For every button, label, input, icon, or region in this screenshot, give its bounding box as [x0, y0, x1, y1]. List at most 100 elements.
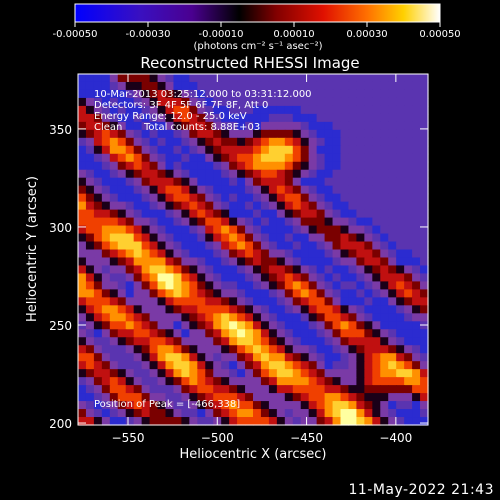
heatmap-cell — [245, 329, 254, 338]
heatmap-cell — [189, 417, 198, 426]
heatmap-cell — [229, 337, 238, 346]
heatmap-cell — [284, 401, 294, 410]
colorbar-tick-label: 0.00050 — [419, 29, 460, 40]
heatmap-cell — [284, 361, 294, 370]
heatmap-cell — [205, 169, 214, 179]
heatmap-cell — [388, 74, 397, 83]
heatmap-cell — [276, 265, 286, 275]
heatmap-cell — [412, 401, 421, 410]
heatmap-cell — [364, 185, 373, 195]
heatmap-cell — [181, 161, 190, 171]
heatmap-cell — [404, 385, 413, 394]
heatmap-cell — [324, 313, 334, 322]
heatmap-cell — [356, 273, 365, 283]
heatmap-cell — [133, 153, 143, 163]
heatmap-cell — [173, 369, 182, 378]
heatmap-cell — [332, 105, 342, 115]
heatmap-cell — [420, 297, 429, 306]
heatmap-cell — [205, 113, 214, 123]
heatmap-cell — [101, 177, 111, 187]
heatmap-cell — [197, 273, 206, 283]
heatmap-cell — [388, 113, 397, 123]
heatmap-cell — [149, 153, 159, 163]
heatmap-cell — [78, 281, 87, 290]
heatmap-cell — [181, 337, 190, 346]
heatmap-cell — [125, 185, 135, 195]
heatmap-cell — [276, 361, 286, 370]
heatmap-cell — [101, 121, 111, 131]
heatmap-cell — [404, 233, 413, 243]
heatmap-cell — [237, 81, 246, 91]
heatmap-cell — [157, 289, 167, 298]
heatmap-cell — [189, 369, 198, 378]
heatmap-cell — [173, 265, 182, 275]
heatmap-cell — [324, 193, 334, 203]
heatmap-cell — [316, 361, 326, 370]
heatmap-cell — [173, 401, 182, 410]
heatmap-cell — [165, 129, 175, 139]
heatmap-cell — [308, 401, 318, 410]
heatmap-cell — [316, 241, 326, 251]
heatmap-cell — [396, 217, 405, 227]
heatmap-cell — [388, 185, 397, 195]
info-annotations: 10-Mar-2013 03:25:12.000 to 03:31:12.000… — [94, 89, 312, 410]
heatmap-cell — [101, 313, 111, 322]
heatmap-cell — [268, 401, 278, 410]
heatmap-cell — [229, 401, 238, 410]
heatmap-cell — [125, 177, 135, 187]
heatmap-cell — [316, 74, 326, 83]
heatmap-cell — [292, 305, 302, 314]
heatmap-cell — [101, 369, 111, 378]
heatmap-cell — [181, 225, 190, 235]
heatmap-cell — [404, 281, 413, 290]
heatmap-cell — [205, 353, 214, 362]
heatmap-cell — [197, 345, 206, 354]
heatmap-cell — [268, 409, 278, 418]
heatmap-cell — [125, 193, 135, 203]
heatmap-cell — [388, 201, 397, 211]
heatmap-cell — [412, 161, 421, 171]
heatmap-cell — [268, 113, 278, 123]
heatmap-cell — [133, 225, 143, 235]
heatmap-cell — [332, 129, 342, 139]
heatmap-cell — [292, 249, 302, 259]
heatmap-cell — [396, 329, 405, 338]
heatmap-cell — [141, 97, 151, 107]
heatmap-cell — [78, 169, 87, 179]
heatmap-cell — [157, 121, 167, 131]
heatmap-cell — [316, 113, 326, 123]
heatmap-cell — [372, 185, 381, 195]
heatmap-cell — [260, 145, 270, 155]
heatmap-cell — [332, 273, 342, 283]
heatmap-cell — [364, 81, 373, 91]
heatmap-cell — [300, 233, 310, 243]
heatmap-cell — [276, 345, 286, 354]
heatmap-cell — [78, 193, 87, 203]
heatmap-cell — [133, 137, 143, 147]
heatmap-cell — [78, 321, 87, 330]
heatmap-cell — [340, 273, 350, 283]
heatmap-cell — [245, 297, 254, 306]
heatmap-cell — [149, 281, 159, 290]
heatmap-cell — [253, 233, 262, 243]
heatmap-cell — [237, 345, 246, 354]
heatmap-cell — [101, 105, 111, 115]
heatmap-cell — [260, 305, 270, 314]
heatmap-cell — [213, 169, 222, 179]
heatmap-cell — [348, 113, 357, 123]
heatmap-cell — [229, 97, 238, 107]
heatmap-cell — [189, 321, 198, 330]
heatmap-cell — [356, 297, 365, 306]
heatmap-cell — [181, 81, 190, 91]
heatmap-cell — [245, 265, 254, 275]
heatmap-cell — [101, 169, 111, 179]
heatmap-cell — [396, 345, 405, 354]
heatmap-cell — [340, 345, 350, 354]
heatmap-cell — [324, 161, 334, 171]
heatmap-cell — [380, 74, 389, 83]
heatmap-cell — [149, 257, 159, 267]
heatmap-cell — [420, 361, 429, 370]
heatmap-cell — [125, 233, 135, 243]
heatmap-cell — [332, 113, 342, 123]
